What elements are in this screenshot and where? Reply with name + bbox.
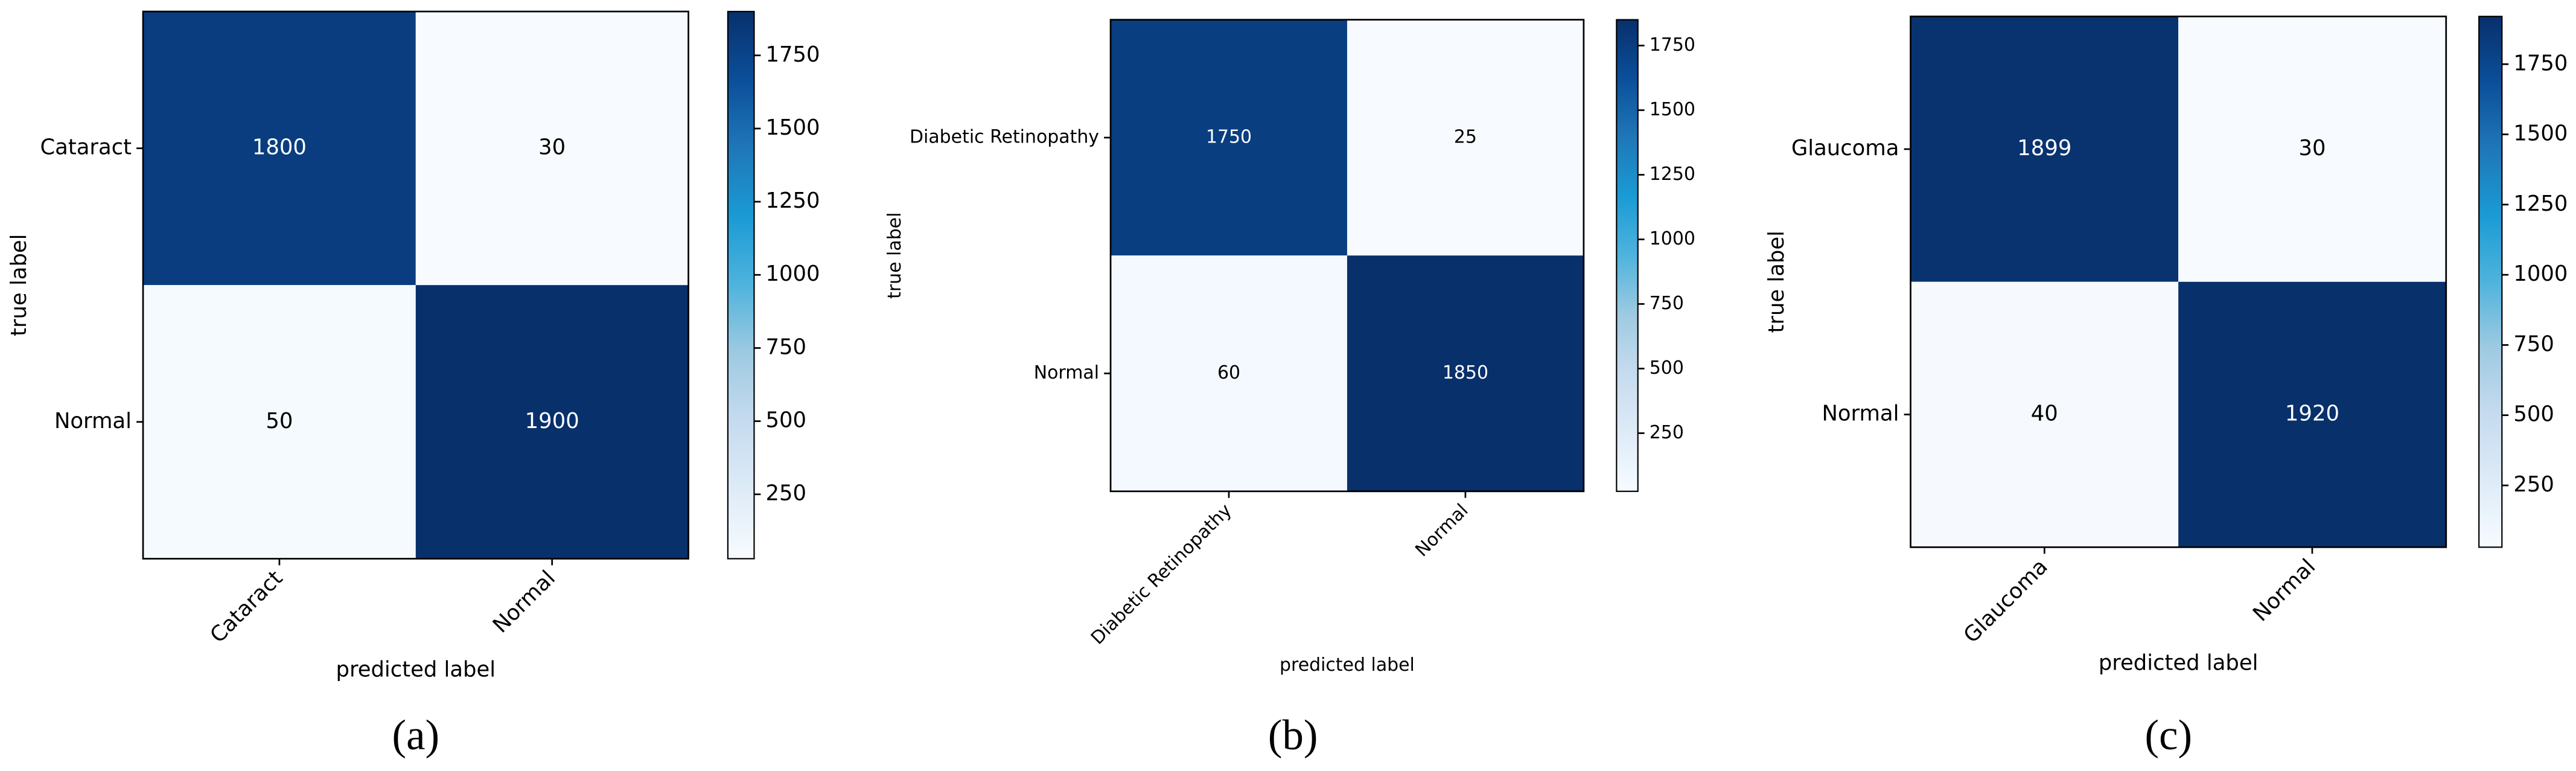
colorbar-tick-label: 750: [1650, 293, 1684, 314]
colorbar-tick-label: 1250: [1650, 164, 1695, 185]
heatmap-cell: [1347, 255, 1584, 491]
heatmap-cell: [2178, 16, 2446, 282]
heatmap-cell: [1111, 255, 1347, 491]
colorbar-tick-label: 1750: [1650, 34, 1695, 56]
colorbar-tick-label: 1750: [2513, 51, 2568, 75]
y-tick-label: Diabetic Retinopathy: [910, 126, 1099, 147]
y-tick-label: Glaucoma: [1791, 136, 1899, 161]
cell-value: 1920: [2285, 401, 2339, 426]
colorbar-tick-label: 1250: [2513, 191, 2568, 216]
y-axis-title: true label: [1764, 231, 1789, 333]
heatmap-cell: [1111, 19, 1347, 256]
cell-value: 50: [266, 409, 293, 433]
cell-value: 30: [538, 135, 566, 160]
x-tick-label: Glaucoma: [1959, 554, 2052, 648]
y-tick-label: Normal: [1822, 401, 1899, 426]
colorbar-tick-label: 250: [1650, 422, 1684, 443]
colorbar-tick-label: 1750: [766, 42, 820, 67]
y-tick-label: Cataract: [40, 135, 132, 160]
colorbar-tick-label: 1000: [1650, 228, 1695, 249]
y-tick-label: Normal: [54, 409, 132, 433]
heatmap-cell: [143, 285, 416, 559]
heatmap-cell: [415, 11, 689, 286]
heatmap-cell: [415, 285, 689, 559]
colorbar: [727, 10, 755, 560]
x-axis-title: predicted label: [2099, 651, 2259, 676]
cell-value: 1800: [252, 135, 307, 160]
colorbar-tick-label: 500: [766, 408, 807, 433]
cell-value: 30: [2298, 136, 2326, 161]
x-tick-label: Diabetic Retinopathy: [1087, 500, 1236, 649]
cell-value: 1900: [525, 409, 579, 433]
colorbar-tick-label: 1500: [766, 115, 820, 140]
colorbar-tick-label: 500: [2513, 402, 2554, 427]
cell-value: 25: [1454, 126, 1477, 147]
panel-caption: (c): [2145, 712, 2193, 759]
x-tick-label: Cataract: [205, 566, 287, 648]
colorbar-tick-label: 1000: [2513, 261, 2568, 286]
cell-value: 1850: [1443, 362, 1488, 383]
colorbar-tick-label: 1500: [1650, 99, 1695, 120]
plot-frame: [1109, 19, 1585, 493]
heatmap-cell: [1910, 281, 2179, 548]
y-tick-label: Normal: [1034, 362, 1099, 383]
plot-frame: [142, 10, 689, 560]
x-axis-title: predicted label: [1280, 654, 1415, 676]
colorbar-tick-label: 750: [766, 334, 807, 359]
x-tick-label: Normal: [1411, 500, 1472, 561]
cell-value: 1899: [2017, 136, 2071, 161]
colorbar-tick-label: 1500: [2513, 121, 2568, 146]
y-axis-title: true label: [884, 213, 905, 299]
x-tick-label: Normal: [2248, 554, 2321, 627]
cell-value: 40: [2031, 401, 2058, 426]
panel-caption: (a): [392, 712, 440, 759]
x-tick-label: Normal: [488, 566, 561, 638]
colorbar-tick-label: 250: [766, 481, 807, 506]
y-axis-title: true label: [7, 234, 31, 336]
colorbar-tick-label: 250: [2513, 472, 2554, 497]
colorbar-tick-label: 1250: [766, 188, 820, 213]
heatmap-cell: [1910, 16, 2179, 282]
x-axis-title: predicted label: [336, 657, 496, 682]
heatmap-cell: [2178, 281, 2446, 548]
cell-value: 60: [1217, 362, 1240, 383]
colorbar-tick-label: 750: [2513, 331, 2554, 356]
colorbar: [2478, 16, 2503, 548]
colorbar: [1616, 19, 1639, 492]
plot-frame: [1910, 15, 2447, 548]
cell-value: 1750: [1206, 126, 1252, 147]
heatmap-cell: [143, 11, 416, 286]
panel-caption: (b): [1268, 712, 1318, 759]
colorbar-tick-label: 500: [1650, 357, 1684, 379]
heatmap-cell: [1347, 19, 1584, 256]
colorbar-tick-label: 1000: [766, 261, 820, 286]
